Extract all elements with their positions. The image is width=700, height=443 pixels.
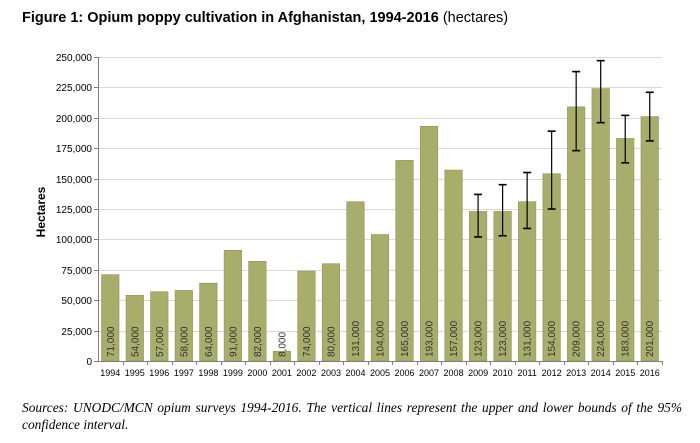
data-label: 123,000: [498, 320, 509, 357]
x-tick-label: 2001: [272, 368, 292, 378]
data-label: 64,000: [204, 326, 215, 357]
error-bars: [474, 59, 654, 238]
data-label: 57,000: [155, 326, 166, 357]
data-label: 183,000: [621, 320, 632, 357]
x-tick-label: 2002: [296, 368, 316, 378]
x-tick-label: 1995: [125, 368, 145, 378]
x-tick-label: 1996: [149, 368, 169, 378]
data-label: 8,000: [277, 332, 288, 357]
x-tick-label: 2006: [395, 368, 415, 378]
bar: [591, 88, 610, 362]
x-tick-label: 2011: [517, 368, 536, 378]
x-tick-label: 2014: [591, 368, 611, 378]
data-label: 209,000: [572, 320, 583, 357]
data-label: 131,000: [523, 320, 534, 357]
y-tick-label: 125,000: [56, 205, 93, 216]
x-tick-label: 2004: [345, 368, 365, 378]
bar-chart: 71,000 54,000 57,000 58,000 64,000 91,000 82,0…: [34, 53, 663, 378]
data-label: 224,000: [596, 320, 607, 357]
data-label: 201,000: [645, 320, 656, 357]
x-tick-label: 2008: [444, 368, 464, 378]
x-tick-label: 1999: [223, 368, 243, 378]
x-tick-label: 2015: [615, 368, 635, 378]
y-tick-label: 175,000: [56, 144, 93, 155]
y-tick-label: 0: [86, 357, 92, 368]
y-tick-label: 100,000: [56, 235, 93, 246]
data-label: 71,000: [106, 326, 117, 357]
x-tick-label: 2013: [566, 368, 586, 378]
data-label: 165,000: [400, 320, 411, 357]
data-label: 154,000: [547, 320, 558, 357]
axes: 0 25,000 50,000 75,000 100,000 125,000 150,000…: [56, 53, 663, 378]
data-label: 91,000: [228, 326, 239, 357]
x-tick-label: 2005: [370, 368, 390, 378]
data-label: 193,000: [425, 320, 436, 357]
y-tick-label: 225,000: [56, 83, 93, 94]
chart-title: Figure 1: Opium poppy cultivation in Afg…: [22, 10, 439, 26]
data-labels: 71,000 54,000 57,000 58,000 64,000 91,000 82,0…: [106, 320, 656, 357]
y-tick-label: 25,000: [61, 327, 92, 338]
bars: [101, 88, 659, 362]
x-tick-label: 1998: [198, 368, 218, 378]
data-label: 74,000: [302, 326, 313, 357]
y-tick-label: 200,000: [56, 114, 93, 125]
y-tick-label: 150,000: [56, 175, 93, 186]
y-tick-label: 50,000: [61, 296, 92, 307]
x-tick-label: 2003: [321, 368, 341, 378]
y-axis-label: Hectares: [34, 186, 48, 237]
data-label: 131,000: [351, 320, 362, 357]
x-tick-label: 2000: [247, 368, 267, 378]
y-tick-label: 250,000: [56, 53, 93, 64]
chart-title-row: Figure 1: Opium poppy cultivation in Afg…: [22, 10, 692, 32]
x-tick-label: 2010: [493, 368, 513, 378]
x-tick-label: 2016: [640, 368, 660, 378]
x-tick-label: 2007: [419, 368, 439, 378]
data-label: 54,000: [130, 326, 141, 357]
y-tick-label: 75,000: [61, 266, 92, 277]
chart-title-unit: (hectares): [442, 10, 509, 26]
data-label: 58,000: [179, 326, 190, 357]
x-tick-label: 1997: [174, 368, 194, 378]
data-label: 157,000: [449, 320, 460, 357]
data-label: 80,000: [326, 326, 337, 357]
data-label: 123,000: [474, 320, 485, 357]
x-tick-label: 1994: [100, 368, 120, 378]
x-tick-label: 2009: [468, 368, 488, 378]
data-label: 82,000: [253, 326, 264, 357]
x-tick-label: 2012: [542, 368, 562, 378]
data-label: 104,000: [376, 320, 387, 357]
source-caption: Sources: UNODC/MCN opium surveys 1994-20…: [22, 400, 682, 432]
